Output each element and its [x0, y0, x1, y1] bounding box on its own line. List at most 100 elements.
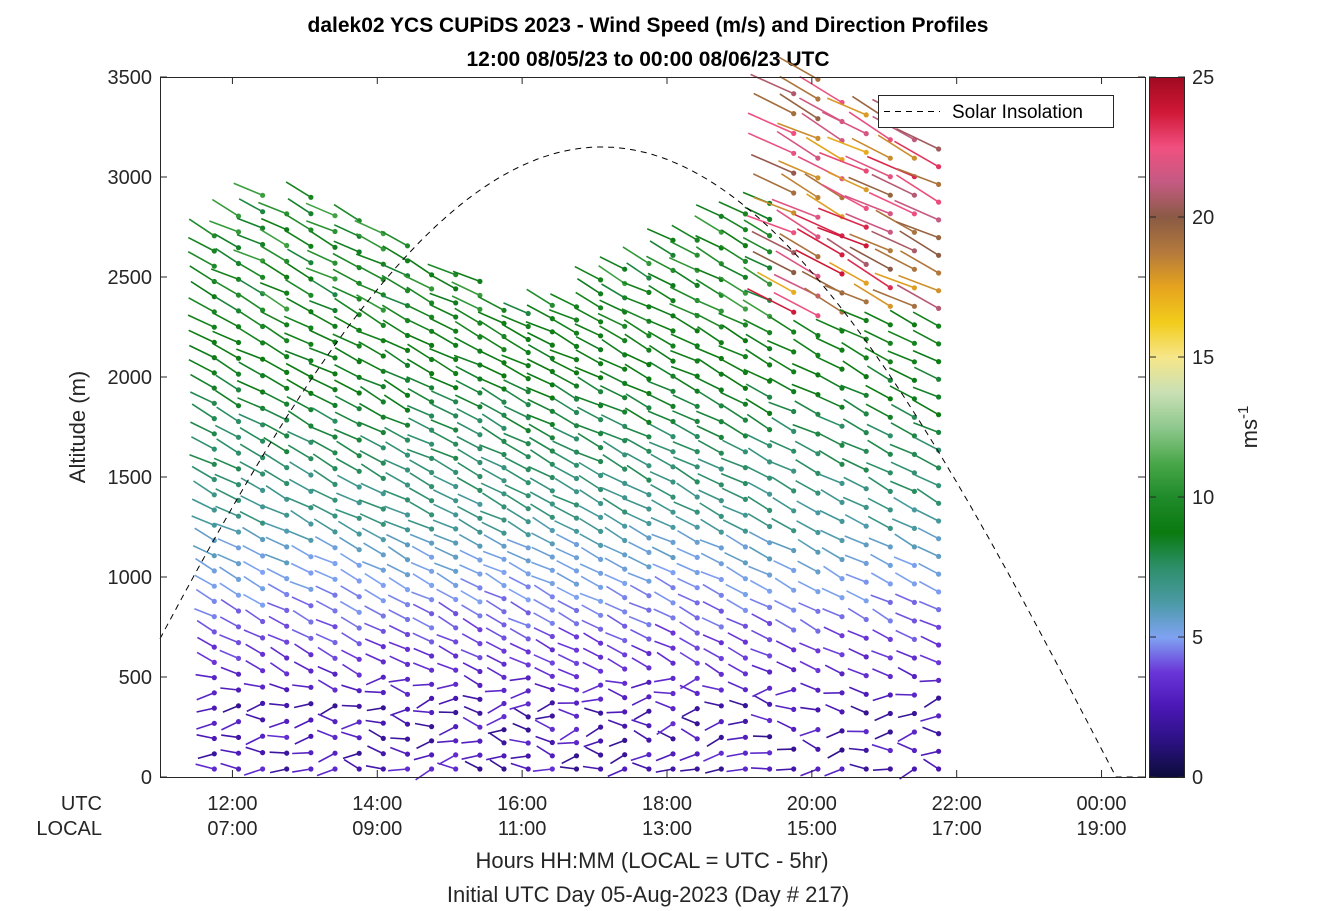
wind-barb-dot — [839, 747, 845, 753]
wind-barb — [606, 644, 626, 656]
wind-barb — [357, 376, 384, 388]
wind-barb-dot — [646, 289, 652, 295]
wind-barb-dot — [598, 375, 604, 381]
wind-barb-dot — [646, 622, 652, 628]
wind-barb — [337, 520, 360, 535]
wind-barb-dot — [694, 721, 700, 727]
wind-barb-dot — [791, 726, 797, 732]
wind-barb-dot — [525, 402, 531, 408]
wind-barb-dot — [380, 506, 386, 512]
wind-barb — [283, 315, 312, 329]
wind-barb — [236, 217, 263, 229]
wind-barb-dot — [404, 422, 411, 428]
wind-barb-dot — [694, 479, 700, 485]
wind-barb-dot — [791, 329, 797, 335]
wind-barb — [483, 534, 505, 547]
wind-barb-dot — [356, 547, 362, 553]
wind-barb-dot — [235, 671, 242, 677]
wind-barb-dot — [815, 392, 821, 398]
wind-barb — [631, 719, 650, 727]
wind-barb-dot — [525, 688, 531, 694]
wind-barb — [630, 681, 650, 689]
wind-barb-dot — [211, 598, 217, 605]
wind-barb-dot — [501, 451, 507, 458]
wind-barb-dot — [525, 740, 531, 746]
wind-barb-dot — [284, 433, 290, 439]
wind-barb-dot — [887, 618, 893, 624]
wind-barb — [436, 683, 456, 690]
wind-barb — [719, 244, 746, 263]
wind-barb-dot — [598, 584, 604, 590]
wind-barb — [239, 510, 263, 524]
wind-barb — [239, 279, 264, 295]
wind-barb — [236, 379, 263, 393]
wind-barb — [601, 487, 626, 499]
wind-barb-dot — [332, 545, 338, 551]
wind-barb — [193, 480, 215, 496]
wind-barb — [260, 245, 288, 263]
wind-barb — [726, 768, 746, 773]
wind-barb-dot — [404, 243, 411, 249]
wind-barb — [776, 209, 819, 238]
wind-barb-dot — [332, 466, 338, 472]
wind-barb — [726, 736, 746, 741]
wind-barb — [702, 600, 722, 612]
wind-barb-dot — [549, 342, 555, 348]
wind-barb — [841, 440, 867, 453]
wind-barb-dot — [887, 562, 893, 569]
wind-barb-dot — [332, 608, 338, 614]
wind-barb-dot — [429, 554, 435, 560]
wind-barb — [486, 755, 505, 761]
wind-barb — [923, 758, 940, 770]
wind-barb-dot — [573, 436, 580, 442]
wind-barb — [743, 318, 770, 334]
wind-barb-dot — [235, 592, 242, 598]
wind-barb-dot — [453, 653, 459, 659]
wind-barb-dot — [501, 465, 507, 471]
wind-barb — [432, 430, 457, 445]
wind-barb — [649, 423, 674, 438]
wind-barb — [429, 347, 457, 361]
wind-barb-dot — [839, 423, 845, 429]
wind-barb-dot — [549, 554, 555, 560]
wind-barb — [413, 710, 432, 714]
wind-barb-dot — [260, 504, 266, 510]
wind-barb — [358, 341, 384, 357]
wind-barb — [513, 707, 529, 718]
wind-barb — [751, 613, 770, 625]
wind-barb-dot — [646, 275, 652, 281]
wind-barb — [411, 545, 432, 558]
y-tick-label: 0 — [141, 767, 152, 789]
wind-barb — [455, 365, 481, 380]
wind-barb-dot — [525, 571, 531, 577]
wind-barb — [262, 373, 288, 389]
wind-barb-dot — [767, 410, 773, 416]
wind-barb — [771, 476, 795, 492]
wind-barb-dot — [308, 276, 314, 282]
wind-barb — [385, 441, 408, 456]
wind-barb — [213, 343, 239, 359]
wind-barb-dot — [742, 703, 749, 709]
wind-barb-dot — [622, 466, 628, 472]
wind-barb-dot — [767, 378, 773, 384]
wind-barb-dot — [211, 339, 217, 345]
wind-barb — [746, 413, 771, 431]
wind-barb — [743, 368, 770, 382]
wind-barb-dot — [211, 629, 217, 635]
wind-barb — [331, 285, 360, 300]
wind-barb-dot — [453, 328, 459, 334]
wind-barb — [889, 385, 915, 400]
wind-barb-dot — [260, 684, 266, 690]
wind-barb — [557, 599, 577, 612]
wind-barb-dot — [453, 370, 459, 377]
y-axis-label: Altitude (m) — [65, 371, 90, 483]
wind-barb — [916, 488, 940, 504]
wind-barb — [653, 608, 674, 619]
wind-barb — [456, 476, 481, 492]
wind-barb — [507, 520, 529, 536]
wind-barb — [779, 75, 819, 100]
wind-barb — [433, 475, 457, 488]
wind-barb — [846, 590, 867, 602]
wind-barb-dot — [573, 502, 580, 508]
wind-barb — [427, 263, 456, 276]
